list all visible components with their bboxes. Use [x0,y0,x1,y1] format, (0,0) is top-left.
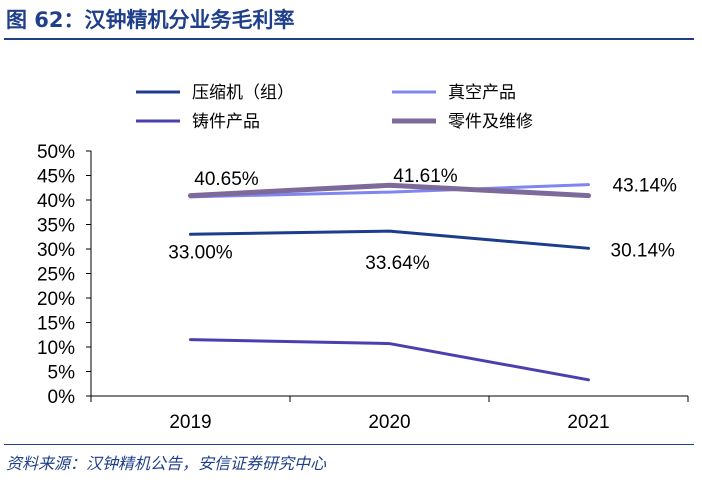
source-note: 资料来源：汉钟精机公告，安信证券研究中心 [6,454,327,473]
legend-label: 压缩机（组） [192,83,294,103]
data-label: 40.65% [194,169,259,190]
legend-label: 零件及维修 [448,112,533,132]
y-tick-label: 15% [37,314,75,335]
line-chart: 0% 5% 10% 15% 20% 25% 30% 35% 40% 45% 50% 2019 2020 2… [37,83,689,433]
legend-label: 铸件产品 [192,112,260,132]
y-tick-label: 30% [37,240,75,261]
data-label: 43.14% [613,176,678,197]
series-line-2 [189,183,590,199]
data-label: 30.14% [611,240,676,261]
data-label: 33.64% [365,253,430,274]
title-divider [4,38,694,40]
x-tick-label: 2020 [368,412,410,433]
y-tick-label: 50% [37,142,75,163]
y-tick-label: 0% [48,387,76,408]
x-tick-label: 2021 [567,412,609,433]
y-tick-label: 35% [37,216,75,237]
legend-label: 真空产品 [448,83,516,103]
series-line-4 [188,182,591,199]
data-label: 33.00% [168,242,233,263]
y-tick-label: 45% [37,167,75,188]
x-tick-label: 2019 [169,412,211,433]
y-tick-label: 40% [37,191,75,212]
y-tick-label: 10% [37,338,75,359]
figure-title: 图 62：汉钟精机分业务毛利率 [6,8,295,32]
y-tick-label: 25% [37,265,75,286]
y-tick-label: 20% [37,289,75,310]
series-line-1 [189,229,590,250]
source-divider [4,444,694,445]
y-tick-label: 5% [48,363,76,384]
series-line-3 [189,338,590,382]
data-label: 41.61% [393,166,458,187]
